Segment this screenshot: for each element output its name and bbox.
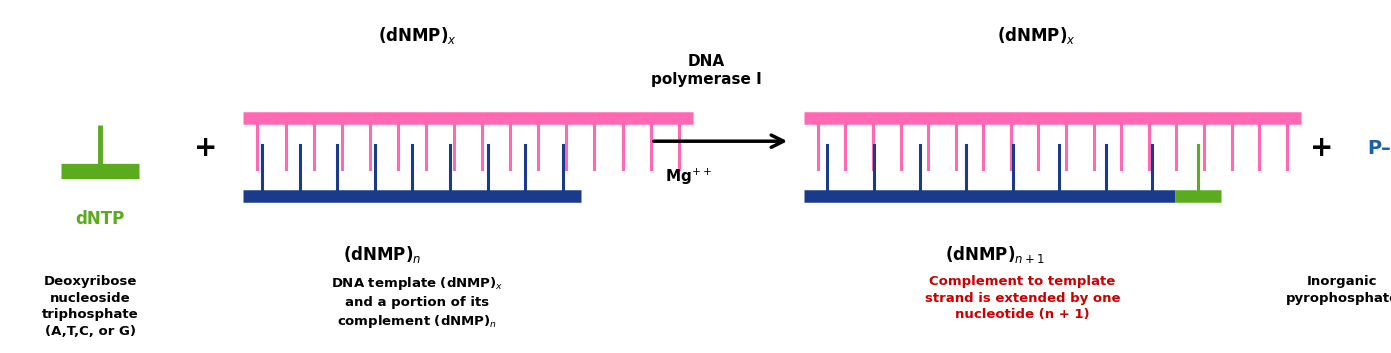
Text: Mg$^{++}$: Mg$^{++}$ [665,166,712,187]
Text: Complement to template
strand is extended by one
nucleotide (n + 1): Complement to template strand is extende… [925,275,1120,321]
Text: (dNMP)$_x$: (dNMP)$_x$ [997,25,1075,46]
Text: DNA
polymerase I: DNA polymerase I [651,54,762,87]
Text: (dNMP)$_x$: (dNMP)$_x$ [378,25,456,46]
Text: +: + [1310,134,1333,162]
Text: +: + [195,134,217,162]
Text: Inorganic
pyrophosphate: Inorganic pyrophosphate [1285,275,1391,305]
Text: P–P: P–P [1367,139,1391,158]
Text: (dNMP)$_n$: (dNMP)$_n$ [344,244,421,265]
Text: Deoxyribose
nucleoside
triphosphate
(A,T,C, or G): Deoxyribose nucleoside triphosphate (A,T… [42,275,139,338]
Text: (dNMP)$_{n+1}$: (dNMP)$_{n+1}$ [944,244,1045,265]
Text: DNA template (dNMP)$_x$
and a portion of its
complement (dNMP)$_n$: DNA template (dNMP)$_x$ and a portion of… [331,275,504,330]
Text: dNTP: dNTP [75,210,125,228]
